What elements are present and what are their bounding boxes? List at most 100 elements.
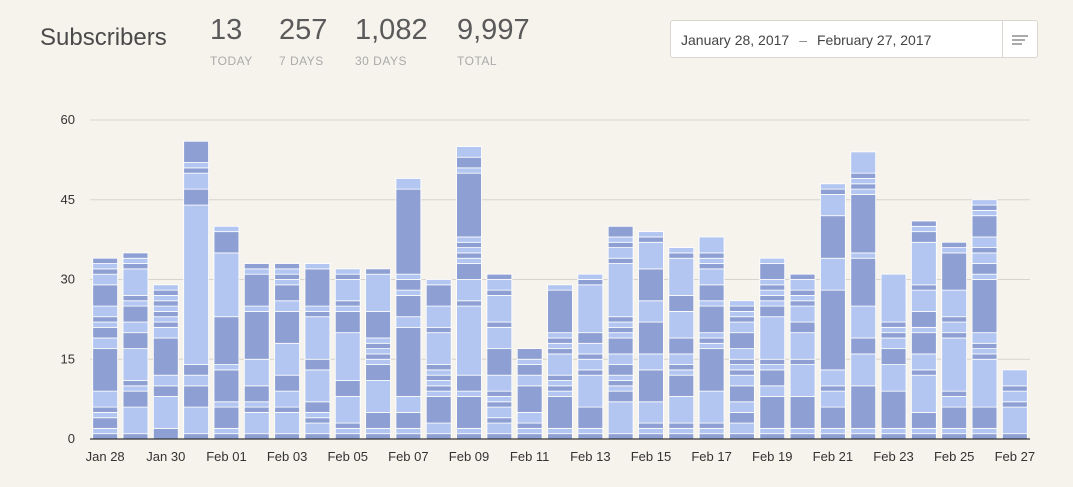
- bar-segment: [941, 316, 968, 323]
- bar-segment: [547, 289, 573, 334]
- bar-segment: [486, 289, 513, 296]
- bar-segment: [911, 225, 937, 233]
- bar-segment: [213, 231, 240, 254]
- bar-segment: [668, 295, 695, 312]
- bar-segment: [486, 279, 513, 291]
- bar-segment: [92, 257, 118, 264]
- bar-segment: [547, 337, 573, 344]
- bar-segment: [577, 273, 604, 280]
- bar-segment: [213, 401, 240, 408]
- bar-segment: [607, 353, 634, 365]
- bar-segment: [365, 353, 391, 360]
- bar-segment: [789, 305, 816, 323]
- bar-segment: [516, 358, 543, 365]
- bar-segment: [850, 178, 877, 185]
- bar-segment: [729, 364, 755, 371]
- bar-segment: [486, 422, 513, 435]
- y-tick-label: 30: [61, 272, 75, 287]
- bar-segment: [820, 183, 846, 190]
- bar-segment: [911, 427, 937, 435]
- date-range-picker[interactable]: January 28, 2017– February 27, 2017: [670, 20, 1038, 58]
- bar-segment: [152, 396, 179, 429]
- bar-segment: [971, 433, 998, 440]
- bar-segment: [486, 295, 513, 323]
- bar-segment: [759, 396, 786, 429]
- bar-segment: [941, 321, 968, 334]
- bar-segment: [152, 305, 179, 312]
- bar-segment: [820, 385, 846, 392]
- bar-segment: [729, 433, 755, 440]
- bar-segment: [607, 332, 634, 339]
- bar-segment: [334, 279, 361, 302]
- bar-segment: [395, 433, 422, 440]
- bar-segment: [486, 374, 513, 392]
- bar-segment: [516, 364, 543, 376]
- bar-segment: [729, 348, 755, 360]
- bar-segment: [92, 412, 118, 419]
- bar-segment: [92, 427, 118, 435]
- bar-segment: [729, 321, 755, 334]
- bar-segment: [607, 433, 634, 440]
- bar-segment: [365, 348, 391, 355]
- bar-segment: [1002, 406, 1028, 435]
- bar-segment: [243, 310, 270, 360]
- bar-segment: [729, 385, 755, 403]
- date-range-end: February 27, 2017: [817, 32, 932, 48]
- bar-segment: [92, 390, 118, 408]
- menu-icon[interactable]: [1002, 21, 1037, 57]
- bar-segment: [729, 358, 755, 365]
- bar-segment: [729, 305, 755, 312]
- bar-segment: [334, 305, 361, 312]
- bar-segment: [547, 332, 573, 339]
- bar-segment: [243, 401, 270, 408]
- bar-segment: [456, 156, 482, 169]
- bar-segment: [941, 396, 968, 408]
- bar-segment: [789, 279, 816, 291]
- bar-segment: [911, 241, 937, 286]
- bar-segment: [183, 374, 209, 387]
- bar-segment: [668, 310, 695, 339]
- x-tick-label: Jan 30: [146, 449, 185, 464]
- bar-segment: [759, 316, 786, 360]
- bar-segment: [759, 295, 786, 302]
- bar-segment: [729, 401, 755, 413]
- bar-segment: [304, 433, 331, 440]
- bar-segment: [668, 247, 695, 254]
- bar-segment: [365, 342, 391, 350]
- bar-segment: [759, 364, 786, 371]
- bar-segment: [698, 236, 725, 254]
- bar-segment: [92, 284, 118, 307]
- bar-segment: [911, 433, 937, 440]
- x-tick-label: Feb 13: [570, 449, 610, 464]
- bar-segment: [577, 284, 604, 334]
- bar-segment: [122, 433, 149, 440]
- bar-segment: [122, 295, 149, 302]
- bar-segment: [274, 412, 300, 435]
- bar-segment: [304, 401, 331, 413]
- stat-today-value: 13: [210, 14, 243, 46]
- bar-segment: [456, 167, 482, 174]
- bar-segment: [941, 247, 968, 254]
- bar-segment: [122, 321, 149, 334]
- bar-segment: [304, 310, 331, 318]
- bar-segment: [698, 305, 725, 334]
- bar-segment: [698, 332, 725, 339]
- bar-segment: [607, 380, 634, 387]
- bar-segment: [274, 263, 300, 270]
- bar-segment: [729, 316, 755, 323]
- bar-segment: [122, 385, 149, 392]
- bar-segment: [274, 268, 300, 275]
- date-range-text[interactable]: January 28, 2017– February 27, 2017: [681, 32, 931, 48]
- bar-segment: [789, 273, 816, 280]
- stat-7-days: 257 7 DAYS: [279, 12, 327, 68]
- bar-segment: [304, 422, 331, 435]
- bar-segment: [971, 348, 998, 355]
- bar-segment: [213, 364, 240, 371]
- bar-segment: [668, 374, 695, 397]
- stat-30-days-label: 30 DAYS: [355, 54, 407, 68]
- bar-segment: [395, 412, 422, 429]
- bar-segment: [759, 369, 786, 387]
- bar-segment: [92, 321, 118, 328]
- bar-segment: [820, 194, 846, 217]
- bar-segment: [638, 401, 664, 424]
